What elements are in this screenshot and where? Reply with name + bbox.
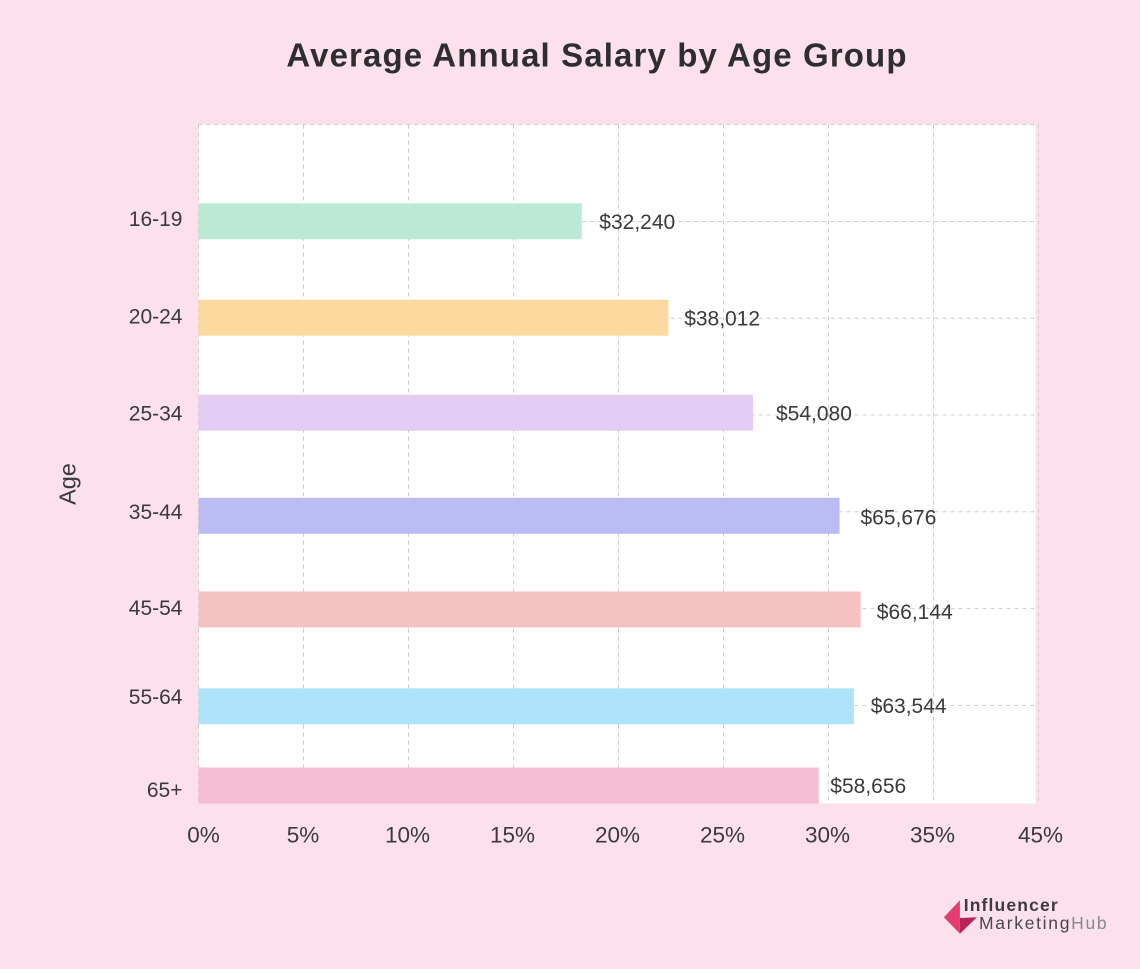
svg-text:$32,240: $32,240 bbox=[599, 211, 675, 234]
svg-text:55-64: 55-64 bbox=[129, 686, 183, 709]
svg-text:MarketingHub: MarketingHub bbox=[979, 913, 1108, 933]
svg-text:$54,080: $54,080 bbox=[776, 402, 852, 425]
svg-text:45-54: 45-54 bbox=[129, 597, 183, 620]
svg-text:0%: 0% bbox=[187, 823, 220, 848]
svg-text:$65,676: $65,676 bbox=[861, 506, 937, 529]
svg-text:10%: 10% bbox=[385, 823, 430, 848]
svg-text:25%: 25% bbox=[700, 823, 745, 848]
svg-text:$38,012: $38,012 bbox=[684, 307, 760, 330]
svg-text:5%: 5% bbox=[287, 823, 320, 848]
svg-text:Influencer: Influencer bbox=[964, 895, 1059, 915]
svg-text:35-44: 35-44 bbox=[129, 501, 183, 524]
svg-text:$63,544: $63,544 bbox=[871, 695, 947, 718]
svg-text:Average Annual Salary by Age G: Average Annual Salary by Age Group bbox=[286, 37, 907, 74]
svg-text:$58,656: $58,656 bbox=[830, 775, 906, 798]
svg-text:15%: 15% bbox=[490, 823, 535, 848]
svg-text:65+: 65+ bbox=[147, 779, 183, 802]
svg-text:35%: 35% bbox=[910, 823, 955, 848]
svg-text:20%: 20% bbox=[595, 823, 640, 848]
svg-text:45%: 45% bbox=[1018, 823, 1063, 848]
svg-text:Age: Age bbox=[55, 463, 81, 505]
svg-text:30%: 30% bbox=[805, 823, 850, 848]
svg-text:25-34: 25-34 bbox=[129, 402, 183, 425]
svg-text:20-24: 20-24 bbox=[129, 306, 183, 329]
svg-text:$66,144: $66,144 bbox=[877, 601, 953, 624]
svg-text:16-19: 16-19 bbox=[129, 208, 183, 231]
